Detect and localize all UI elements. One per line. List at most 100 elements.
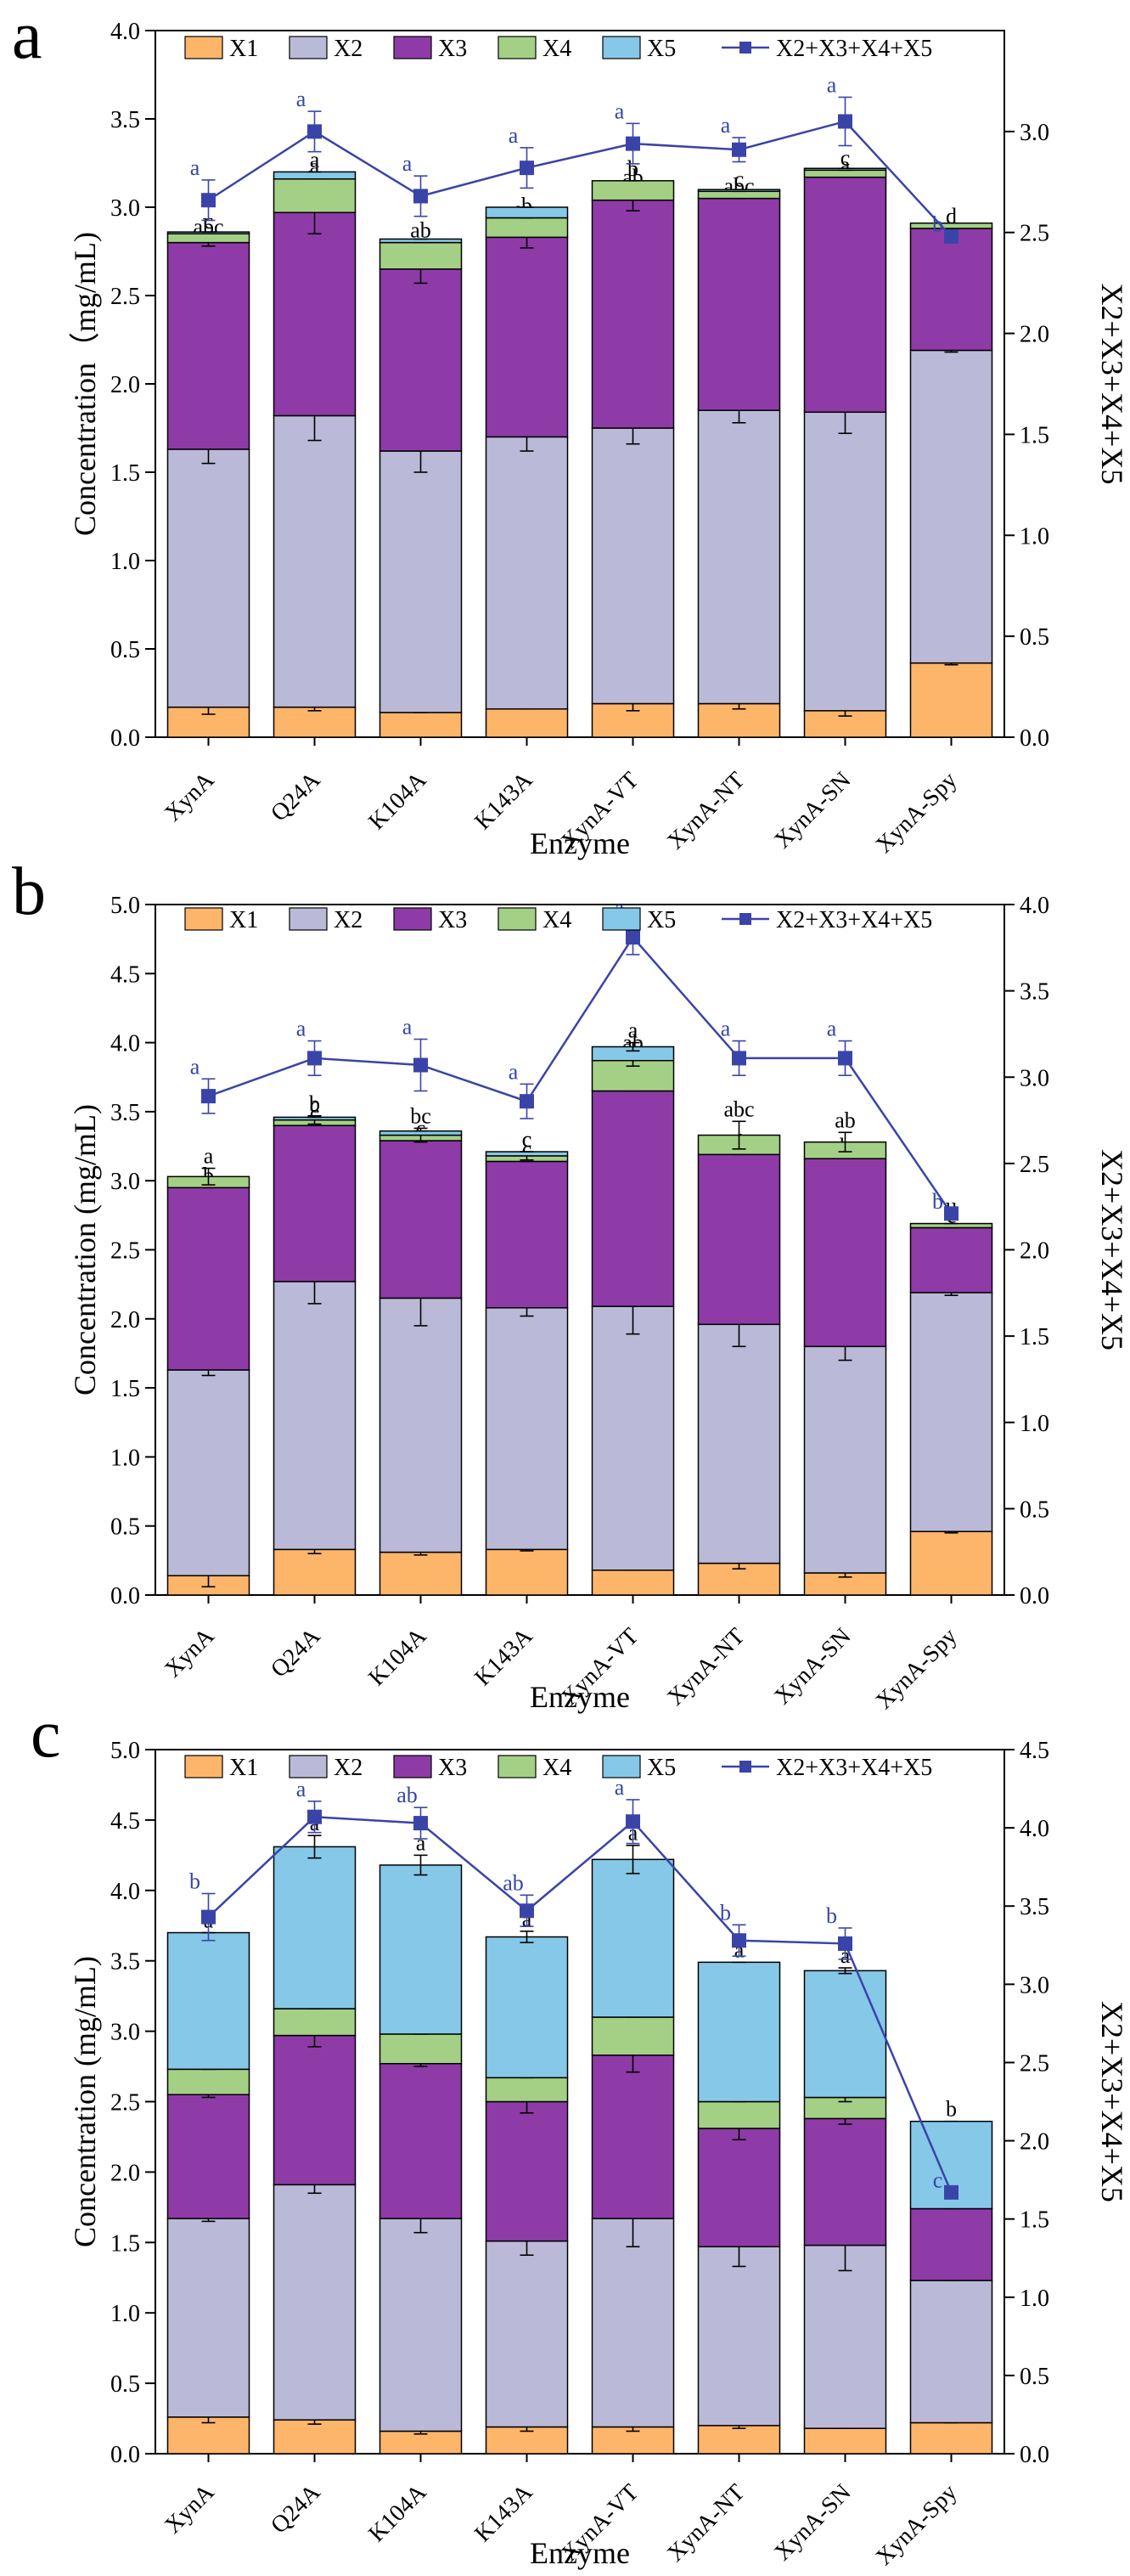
line-point bbox=[944, 228, 959, 244]
bar-x2 bbox=[697, 1323, 781, 1564]
y2-tick-label: 0.0 bbox=[1020, 725, 1049, 752]
bar-x2 bbox=[166, 448, 250, 708]
panel-b: b 0.0 0.5 1.0 1.5 2.0 2.5 3.0 3.5 4.0 4.5 5.0 0.0 0.… bbox=[0, 849, 1130, 1715]
bar-x3 bbox=[697, 197, 781, 411]
y-tick-label: 2.0 bbox=[110, 1307, 140, 1333]
bar-x3 bbox=[697, 2128, 781, 2248]
line-sig-letter: ab bbox=[503, 1870, 524, 1895]
line-point bbox=[626, 136, 640, 151]
y2-tick-label: 2.0 bbox=[1020, 2129, 1049, 2156]
x-tick-label: K104A bbox=[363, 2478, 432, 2547]
y-axis-title: Concentration (mg/mL) bbox=[68, 1104, 102, 1395]
bar-x3 bbox=[379, 2062, 463, 2219]
line-point bbox=[520, 161, 534, 176]
x-tick-label: XynA-SN bbox=[769, 767, 856, 854]
y-axis-title: Concentration (mg/mL) bbox=[68, 1956, 102, 2247]
legend-swatch-x3 bbox=[393, 36, 432, 59]
line-point bbox=[413, 1057, 428, 1073]
bar-x5 bbox=[697, 1961, 781, 2103]
y2-tick-label: 1.5 bbox=[1020, 2207, 1049, 2234]
bar-x1 bbox=[909, 1530, 993, 1596]
legend-label-x4: X4 bbox=[543, 36, 571, 62]
line-sig-letter: a bbox=[827, 72, 837, 97]
y2-tick-label: 0.5 bbox=[1020, 1497, 1049, 1523]
bar-x3 bbox=[803, 1158, 887, 1348]
y-tick-label: 3.0 bbox=[110, 2020, 140, 2046]
bar-x1 bbox=[273, 706, 357, 738]
panel-c: c 0.0 0.5 1.0 1.5 2.0 2.5 3.0 3.5 4.0 4.5 5.0 0.0 0.… bbox=[0, 1699, 1130, 2576]
bar-x4 bbox=[273, 178, 357, 213]
bar-x4 bbox=[909, 222, 993, 229]
x-tick-label: Q24A bbox=[266, 766, 326, 826]
y2-tick-label: 3.0 bbox=[1020, 1972, 1049, 1998]
y-tick-label: 2.0 bbox=[110, 2160, 140, 2186]
bar-x3 bbox=[273, 1125, 357, 1282]
line-sig-letter: a bbox=[190, 1054, 200, 1079]
y2-tick-label: 3.5 bbox=[1020, 1894, 1049, 1920]
legend-label-x2: X2 bbox=[334, 907, 363, 933]
y2-tick-label: 1.5 bbox=[1020, 1324, 1049, 1350]
x-tick-label: XynA bbox=[160, 2478, 220, 2539]
y2-tick-label: 3.0 bbox=[1020, 1065, 1049, 1091]
legend-line-marker bbox=[739, 42, 751, 54]
bar-x1 bbox=[909, 662, 993, 738]
line-sig-letter: a bbox=[402, 1015, 413, 1040]
sig-letter-x4: c bbox=[204, 209, 214, 234]
bar-x3 bbox=[485, 1160, 569, 1309]
bar-x4 bbox=[273, 2008, 357, 2037]
line-sig-letter: a bbox=[721, 1017, 731, 1041]
legend-label-x4: X4 bbox=[543, 1755, 571, 1781]
legend-label-x4: X4 bbox=[543, 907, 571, 933]
bar-x3 bbox=[379, 1140, 463, 1299]
bar-x2 bbox=[591, 2218, 675, 2428]
legend-label-x1: X1 bbox=[229, 1755, 258, 1781]
legend-label-x3: X3 bbox=[438, 1755, 467, 1781]
x-axis-title: Enzyme bbox=[530, 1680, 630, 1714]
y2-tick-label: 1.0 bbox=[1020, 2286, 1049, 2312]
line-sig-letter: a bbox=[615, 1775, 625, 1800]
line-point bbox=[413, 189, 428, 204]
bar-x3 bbox=[909, 1226, 993, 1294]
bar-x2 bbox=[273, 414, 357, 708]
line-point bbox=[732, 1933, 746, 1948]
bar-x2 bbox=[909, 1292, 993, 1532]
chart-b: 0.0 0.5 1.0 1.5 2.0 2.5 3.0 3.5 4.0 4.5 5.0 0.0 0.5 1… bbox=[68, 893, 1129, 1715]
bar-x4 bbox=[591, 180, 675, 201]
y-tick-label: 4.0 bbox=[110, 1031, 140, 1057]
legend-label-x1: X1 bbox=[229, 907, 258, 933]
y-tick-label: 3.5 bbox=[110, 1100, 140, 1126]
line-sig-letter: a bbox=[509, 1059, 519, 1084]
sig-letter-x4: b bbox=[309, 1091, 320, 1116]
sig-letter-x4: c bbox=[522, 1127, 532, 1152]
legend-swatch-x2 bbox=[289, 1755, 328, 1778]
legend-line-marker bbox=[739, 913, 751, 925]
bar-x2 bbox=[273, 2184, 357, 2421]
line-sig-letter: b bbox=[720, 1900, 731, 1925]
y-tick-label: 1.5 bbox=[110, 460, 140, 487]
line-sig-letter: ab bbox=[396, 1783, 418, 1807]
sig-letter-x5: b bbox=[946, 2097, 957, 2122]
bar-x2 bbox=[909, 349, 993, 664]
y-tick-label: 4.0 bbox=[110, 1879, 140, 1905]
sig-letter-x4: abc bbox=[723, 1096, 754, 1121]
x-tick-label: K104A bbox=[363, 1622, 432, 1691]
y-tick-label: 2.5 bbox=[110, 284, 140, 310]
x-tick-label: K104A bbox=[363, 766, 432, 835]
legend-label-sum: X2+X3+X4+X5 bbox=[776, 1755, 932, 1781]
panel-letter-b: b bbox=[12, 854, 46, 929]
legend-swatch-x1 bbox=[184, 907, 223, 931]
y-tick-label: 4.5 bbox=[110, 961, 140, 988]
legend-label-x1: X1 bbox=[229, 36, 258, 62]
line-point bbox=[944, 2184, 959, 2200]
legend-swatch-x4 bbox=[498, 1755, 537, 1778]
line-point bbox=[307, 124, 322, 139]
legend-swatch-x2 bbox=[289, 36, 328, 59]
line-point bbox=[626, 1814, 640, 1829]
y-tick-label: 1.0 bbox=[110, 2301, 140, 2327]
bar-x1 bbox=[273, 1548, 357, 1596]
bar-x5 bbox=[803, 1970, 887, 2099]
bar-x3 bbox=[166, 241, 250, 450]
y2-tick-label: 2.0 bbox=[1020, 322, 1049, 348]
bar-x5 bbox=[166, 1931, 250, 2071]
x-tick-label: K143A bbox=[469, 2478, 538, 2547]
